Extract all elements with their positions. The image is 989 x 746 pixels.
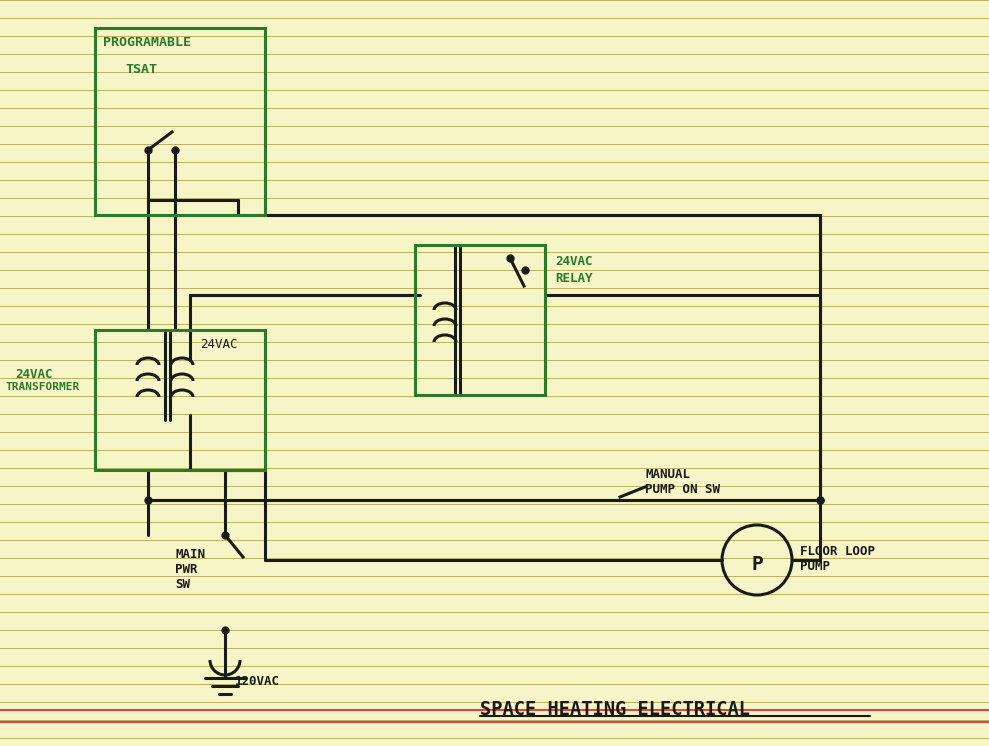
Text: PUMP ON SW: PUMP ON SW — [645, 483, 720, 496]
Bar — [95, 330, 265, 470]
Text: TRANSFORMER: TRANSFORMER — [5, 382, 79, 392]
Text: 24VAC: 24VAC — [200, 338, 237, 351]
Text: RELAY: RELAY — [555, 272, 592, 285]
Bar — [415, 245, 545, 395]
Text: P: P — [751, 556, 763, 574]
Bar — [95, 28, 265, 215]
Text: 24VAC: 24VAC — [555, 255, 592, 268]
Text: PROGRAMABLE: PROGRAMABLE — [103, 36, 191, 49]
Text: SW: SW — [175, 578, 190, 591]
Text: MAIN: MAIN — [175, 548, 205, 561]
Text: FLOOR LOOP: FLOOR LOOP — [800, 545, 875, 558]
Text: PWR: PWR — [175, 563, 198, 576]
Text: MANUAL: MANUAL — [645, 468, 690, 481]
Text: PUMP: PUMP — [800, 560, 830, 573]
Text: SPACE HEATING ELECTRICAL: SPACE HEATING ELECTRICAL — [480, 700, 750, 719]
Text: TSAT: TSAT — [125, 63, 157, 76]
Text: 24VAC: 24VAC — [15, 368, 52, 381]
Text: 120VAC: 120VAC — [235, 675, 280, 688]
